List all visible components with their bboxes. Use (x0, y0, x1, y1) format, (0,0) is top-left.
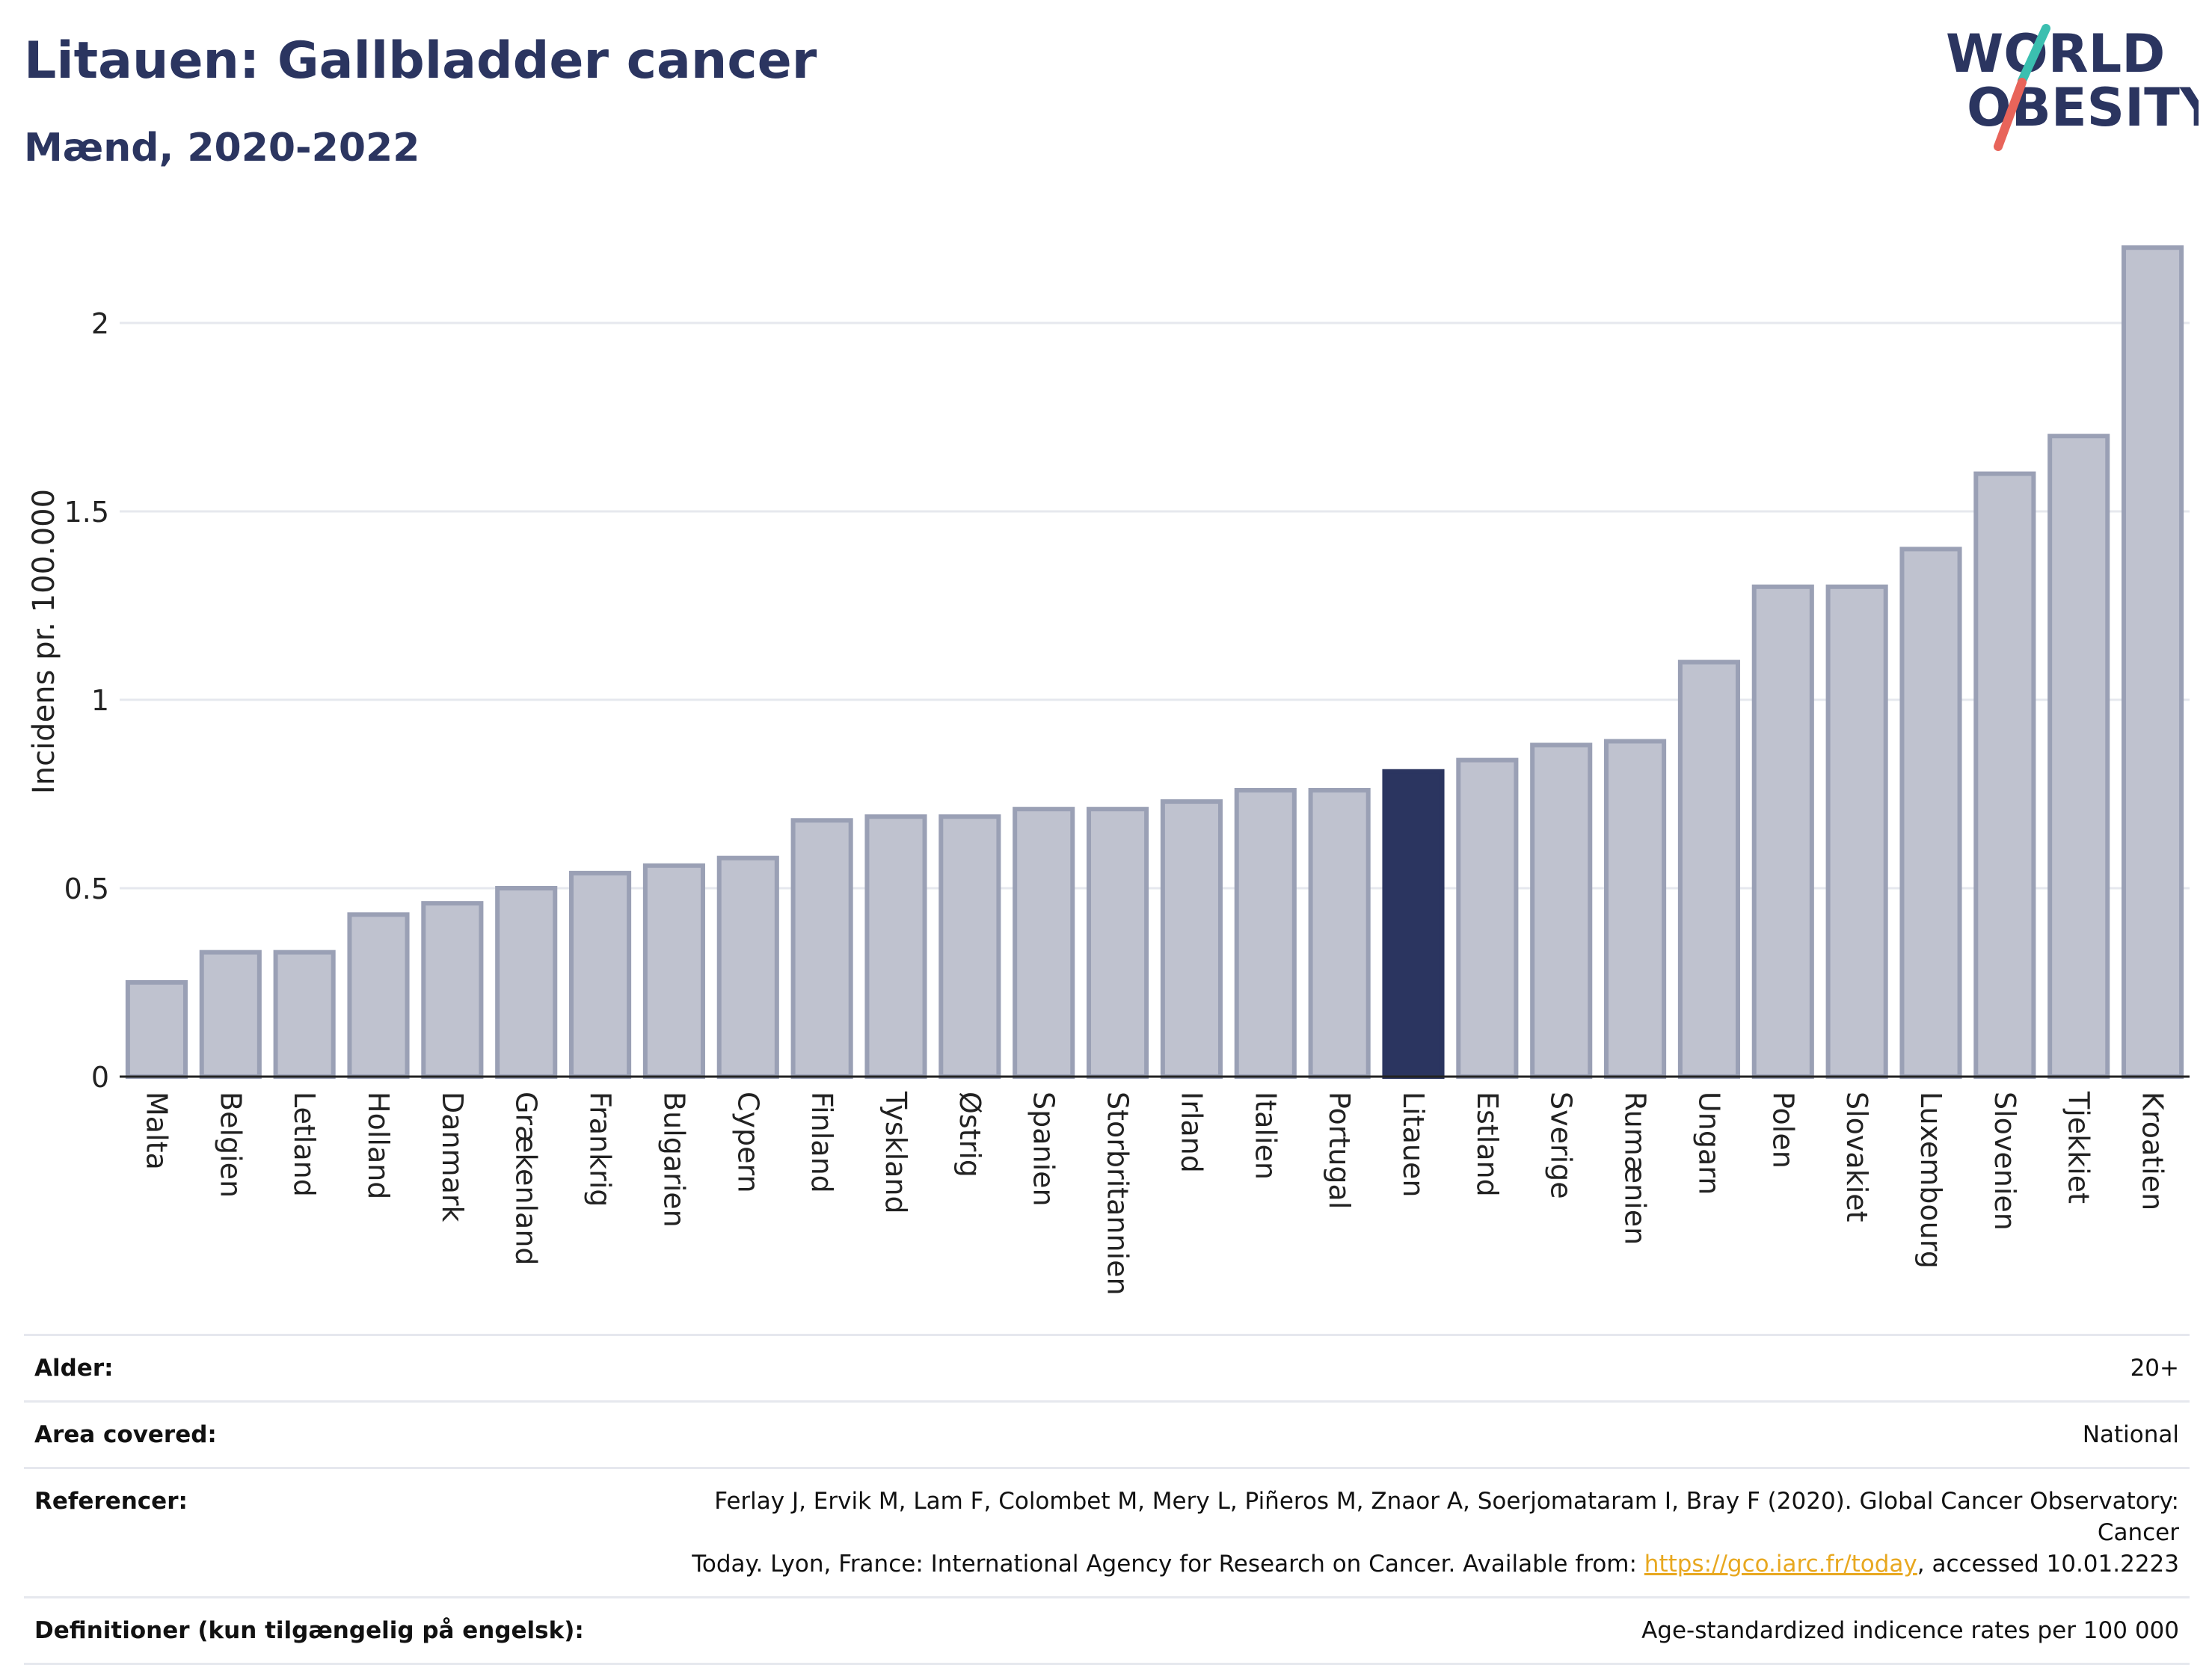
axes: 0 0.5 1 1.5 2 Malta Belgien Letland Holland Danma… (64, 307, 2190, 1296)
bar (495, 886, 558, 1079)
x-tick-label: Polen (1766, 1092, 1799, 1169)
x-tick-label: Sverige (1545, 1092, 1578, 1199)
x-tick-label: Cypern (731, 1092, 764, 1193)
x-tick-label: Slovenien (1988, 1092, 2021, 1231)
definitions-label: Definitioner (kun tilgængelig på engelsk… (34, 1617, 584, 1644)
y-tick-label: 1.5 (64, 496, 109, 529)
x-tick-label: Storbritannien (1102, 1092, 1134, 1296)
y-axis-label: Incidens pr. 100.000 (27, 489, 61, 794)
bar (199, 950, 262, 1080)
x-tick-label: Portugal (1323, 1092, 1356, 1209)
bars (125, 245, 2184, 1080)
x-tick-label: Spanien (1027, 1092, 1060, 1207)
references-label: Referencer: (34, 1488, 188, 1515)
x-tick-label: Ungarn (1692, 1092, 1725, 1195)
bar (125, 980, 188, 1079)
x-tick-label: Frankrig (584, 1092, 617, 1207)
x-tick-label: Belgien (214, 1092, 247, 1198)
x-tick-label: Slovakiet (1840, 1092, 1873, 1222)
x-tick-label: Luxembourg (1914, 1092, 1947, 1269)
x-tick-label: Malta (140, 1092, 173, 1170)
chart-title: Litauen: Gallbladder cancer (24, 31, 817, 90)
bar (1825, 584, 1888, 1079)
x-tick-label: Litauen (1397, 1092, 1430, 1197)
x-tick-label: Rumænien (1619, 1092, 1652, 1245)
bar (1234, 787, 1297, 1079)
x-tick-label: Estland (1471, 1092, 1504, 1197)
bar (1677, 659, 1740, 1079)
x-tick-label: Bulgarien (657, 1092, 690, 1228)
info-row-age: Alder: 20+ (24, 1335, 2190, 1402)
x-tick-label: Finland (805, 1092, 838, 1193)
x-tick-label: Østrig (953, 1092, 986, 1178)
y-tick-label: 0.5 (64, 872, 109, 905)
info-row-references: Referencer: Ferlay J, Ervik M, Lam F, Co… (24, 1468, 2190, 1598)
y-tick-label: 1 (91, 684, 109, 717)
x-tick-label: Grækenland (510, 1092, 543, 1266)
y-tick-label: 0 (91, 1061, 109, 1094)
bar (1456, 757, 1519, 1079)
bar (1751, 584, 1814, 1079)
references-line2-post: , accessed 10.01.2223 (1917, 1551, 2179, 1578)
references-link[interactable]: https://gco.iarc.fr/today (1644, 1551, 1917, 1578)
references-value: Ferlay J, Ervik M, Lam F, Colombet M, Me… (658, 1468, 2190, 1598)
bar (864, 814, 927, 1079)
x-tick-label: Kroatien (2136, 1092, 2169, 1210)
bar (1308, 787, 1371, 1079)
bar (1013, 807, 1075, 1080)
x-tick-label: Italien (1249, 1092, 1282, 1180)
references-line2-pre: Today. Lyon, France: International Agenc… (692, 1551, 1644, 1578)
x-tick-label: Tyskland (879, 1091, 912, 1214)
bar (2047, 434, 2110, 1079)
bar (2122, 245, 2184, 1080)
bar-highlight (1382, 769, 1445, 1079)
x-tick-label: Letland (288, 1092, 321, 1197)
chart-subtitle: Mænd, 2020-2022 (24, 126, 420, 170)
bar (347, 912, 410, 1080)
world-obesity-logo: WORLD OBESITY (1946, 23, 2199, 151)
bar (1604, 739, 1667, 1079)
x-tick-label: Irland (1175, 1092, 1208, 1173)
bar (569, 870, 632, 1079)
bar (1160, 799, 1223, 1079)
bar (938, 814, 1001, 1079)
x-tick-label: Tjekkiet (2062, 1091, 2095, 1204)
age-label: Alder: (34, 1355, 114, 1382)
logo-slash-red (1994, 78, 2027, 151)
bar (1087, 807, 1149, 1080)
logo-slash-teal (2018, 24, 2050, 85)
definitions-value: Age-standardized indicence rates per 100… (1641, 1617, 2179, 1644)
bar (421, 901, 484, 1080)
x-tick-label: Holland (362, 1092, 395, 1199)
age-value: 20+ (2130, 1355, 2179, 1382)
info-row-area: Area covered: National (24, 1401, 2190, 1468)
bar (1530, 742, 1593, 1079)
bar (1973, 471, 2036, 1079)
references-line1: Ferlay J, Ervik M, Lam F, Colombet M, Me… (714, 1488, 2179, 1546)
bar-chart: 0 0.5 1 1.5 2 Malta Belgien Letland Holland Danma… (27, 245, 2190, 1296)
y-tick-label: 2 (91, 307, 109, 340)
area-label: Area covered: (34, 1421, 217, 1448)
logo-word-world: WORLD (1946, 23, 2165, 84)
area-value: National (2082, 1421, 2179, 1448)
info-table: Alder: 20+ Area covered: National Refere… (24, 1334, 2190, 1665)
bar (790, 818, 853, 1080)
info-row-definitions: Definitioner (kun tilgængelig på engelsk… (24, 1597, 2190, 1664)
x-tick-label: Danmark (436, 1092, 469, 1222)
bar (273, 950, 336, 1080)
bar (716, 855, 779, 1080)
bar (642, 863, 705, 1079)
bar (1899, 547, 1962, 1079)
